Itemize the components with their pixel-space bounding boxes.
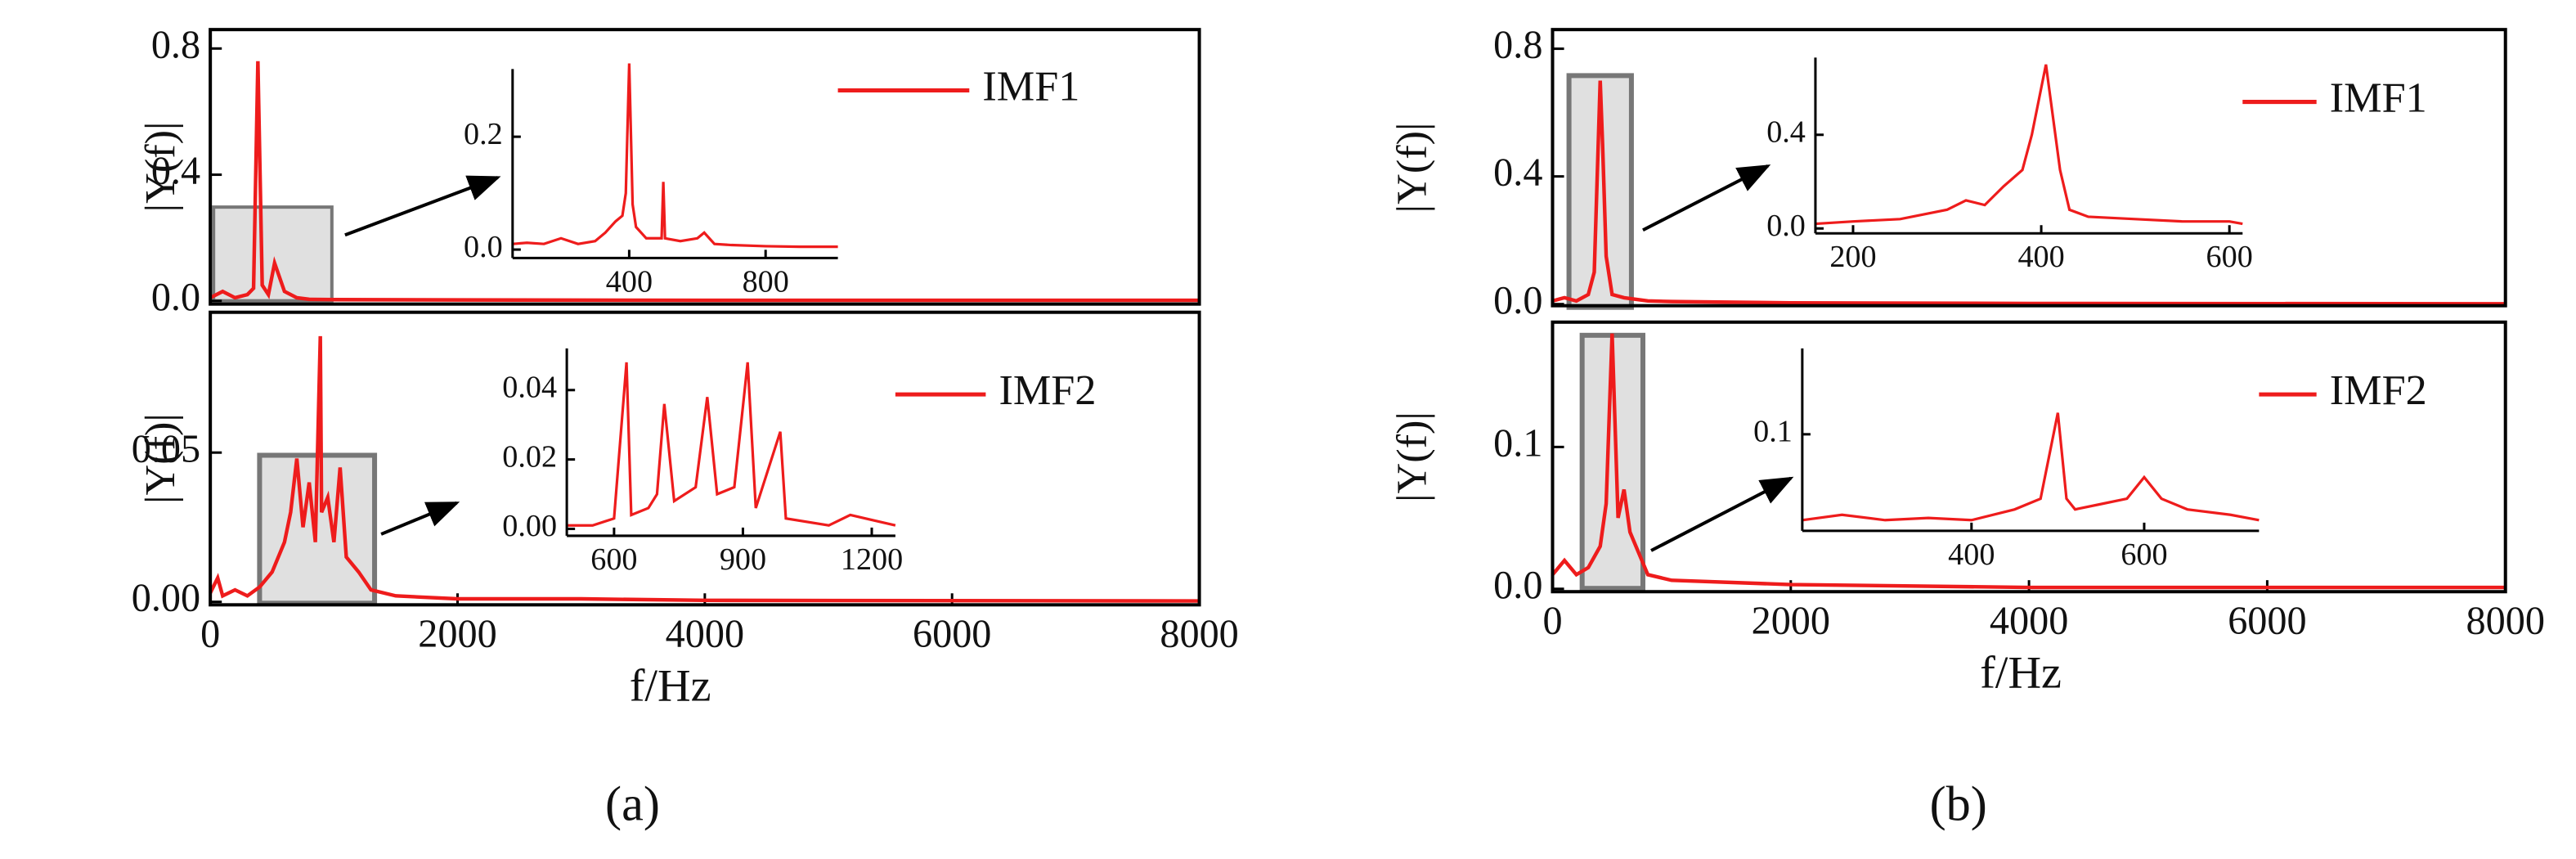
y-tick-label: 0.8 <box>151 23 200 66</box>
y-tick-label: 0.0 <box>151 276 200 319</box>
y-tick-label: 0.00 <box>132 577 200 620</box>
spectrum-line <box>1551 333 2506 590</box>
caption: (a) <box>605 776 660 831</box>
x-tick-label: 8000 <box>2466 599 2545 642</box>
x-tick-label: 800 <box>743 264 789 299</box>
y-tick-label: 0.04 <box>502 371 557 405</box>
spectrum-line <box>1802 412 2260 522</box>
y-tick-label: 0.0 <box>1493 279 1542 322</box>
y-tick-label: 0.8 <box>1493 24 1542 67</box>
y-tick-label: 0.0 <box>1493 564 1542 607</box>
x-tick-label: 2000 <box>418 613 496 656</box>
spectrum-line <box>209 335 1200 603</box>
plot-frame <box>209 28 1201 306</box>
y-tick-label: 0.4 <box>151 150 200 193</box>
x-tick-label: 1200 <box>841 542 903 577</box>
y-tick-label: 0.4 <box>1766 115 1806 150</box>
plot-frame <box>209 310 1201 607</box>
x-tick-label: 0 <box>1542 599 1562 642</box>
x-tick-label: 400 <box>606 264 653 299</box>
x-tick-label: 4000 <box>1990 599 2068 642</box>
x-tick-label: 200 <box>1829 240 1876 274</box>
x-tick-label: 600 <box>2206 240 2253 274</box>
spectrum-line <box>1815 64 2243 226</box>
spectrum-line <box>1551 80 2506 306</box>
x-tick-label: 900 <box>720 542 766 577</box>
legend-label: IMF1 <box>982 62 1079 110</box>
y-axis-label: |Y(f)| <box>137 413 184 504</box>
x-tick-label: 2000 <box>1752 599 1830 642</box>
inset-background <box>1802 348 2260 531</box>
zoom-box <box>212 205 334 303</box>
x-axis-label: f/Hz <box>1980 648 2062 699</box>
plot-frame <box>1551 28 2507 308</box>
x-axis-label: f/Hz <box>630 661 711 712</box>
plot-frame <box>1551 320 2507 594</box>
y-tick-label: 0.1 <box>1753 415 1793 449</box>
x-tick-label: 400 <box>2017 240 2064 274</box>
legend-label: IMF1 <box>2330 74 2427 122</box>
x-tick-label: 6000 <box>2228 599 2306 642</box>
y-tick-label: 0.00 <box>502 509 557 543</box>
y-tick-label: 0.4 <box>1493 151 1542 195</box>
x-tick-label: 4000 <box>666 613 744 656</box>
y-axis-label: |Y(f)| <box>1389 412 1436 502</box>
x-tick-label: 400 <box>1948 537 1995 572</box>
legend-label: IMF2 <box>999 367 1096 414</box>
y-tick-label: 0.05 <box>132 427 200 470</box>
y-axis-label: |Y(f)| <box>137 122 184 213</box>
y-tick-label: 0.2 <box>464 117 503 151</box>
y-tick-label: 0.0 <box>464 230 503 264</box>
x-tick-label: 600 <box>2120 537 2167 572</box>
x-tick-label: 0 <box>200 613 220 656</box>
arrow <box>380 501 460 536</box>
arrow <box>1650 476 1794 552</box>
inset-background <box>567 348 895 536</box>
y-tick-label: 0.02 <box>502 439 557 474</box>
inset-background <box>512 69 838 259</box>
caption: (b) <box>1930 776 1987 831</box>
y-tick-label: 0.0 <box>1766 209 1806 243</box>
arrow <box>344 175 501 237</box>
arrow <box>1642 164 1771 232</box>
spectrum-line <box>512 63 838 249</box>
spectrum-line <box>209 61 1200 303</box>
x-tick-label: 6000 <box>913 613 991 656</box>
x-tick-label: 8000 <box>1160 613 1238 656</box>
legend-label: IMF2 <box>2330 367 2427 414</box>
y-axis-label: |Y(f)| <box>1389 123 1436 214</box>
y-tick-label: 0.1 <box>1493 421 1542 465</box>
x-tick-label: 600 <box>590 542 637 577</box>
spectrum-line <box>567 362 896 527</box>
